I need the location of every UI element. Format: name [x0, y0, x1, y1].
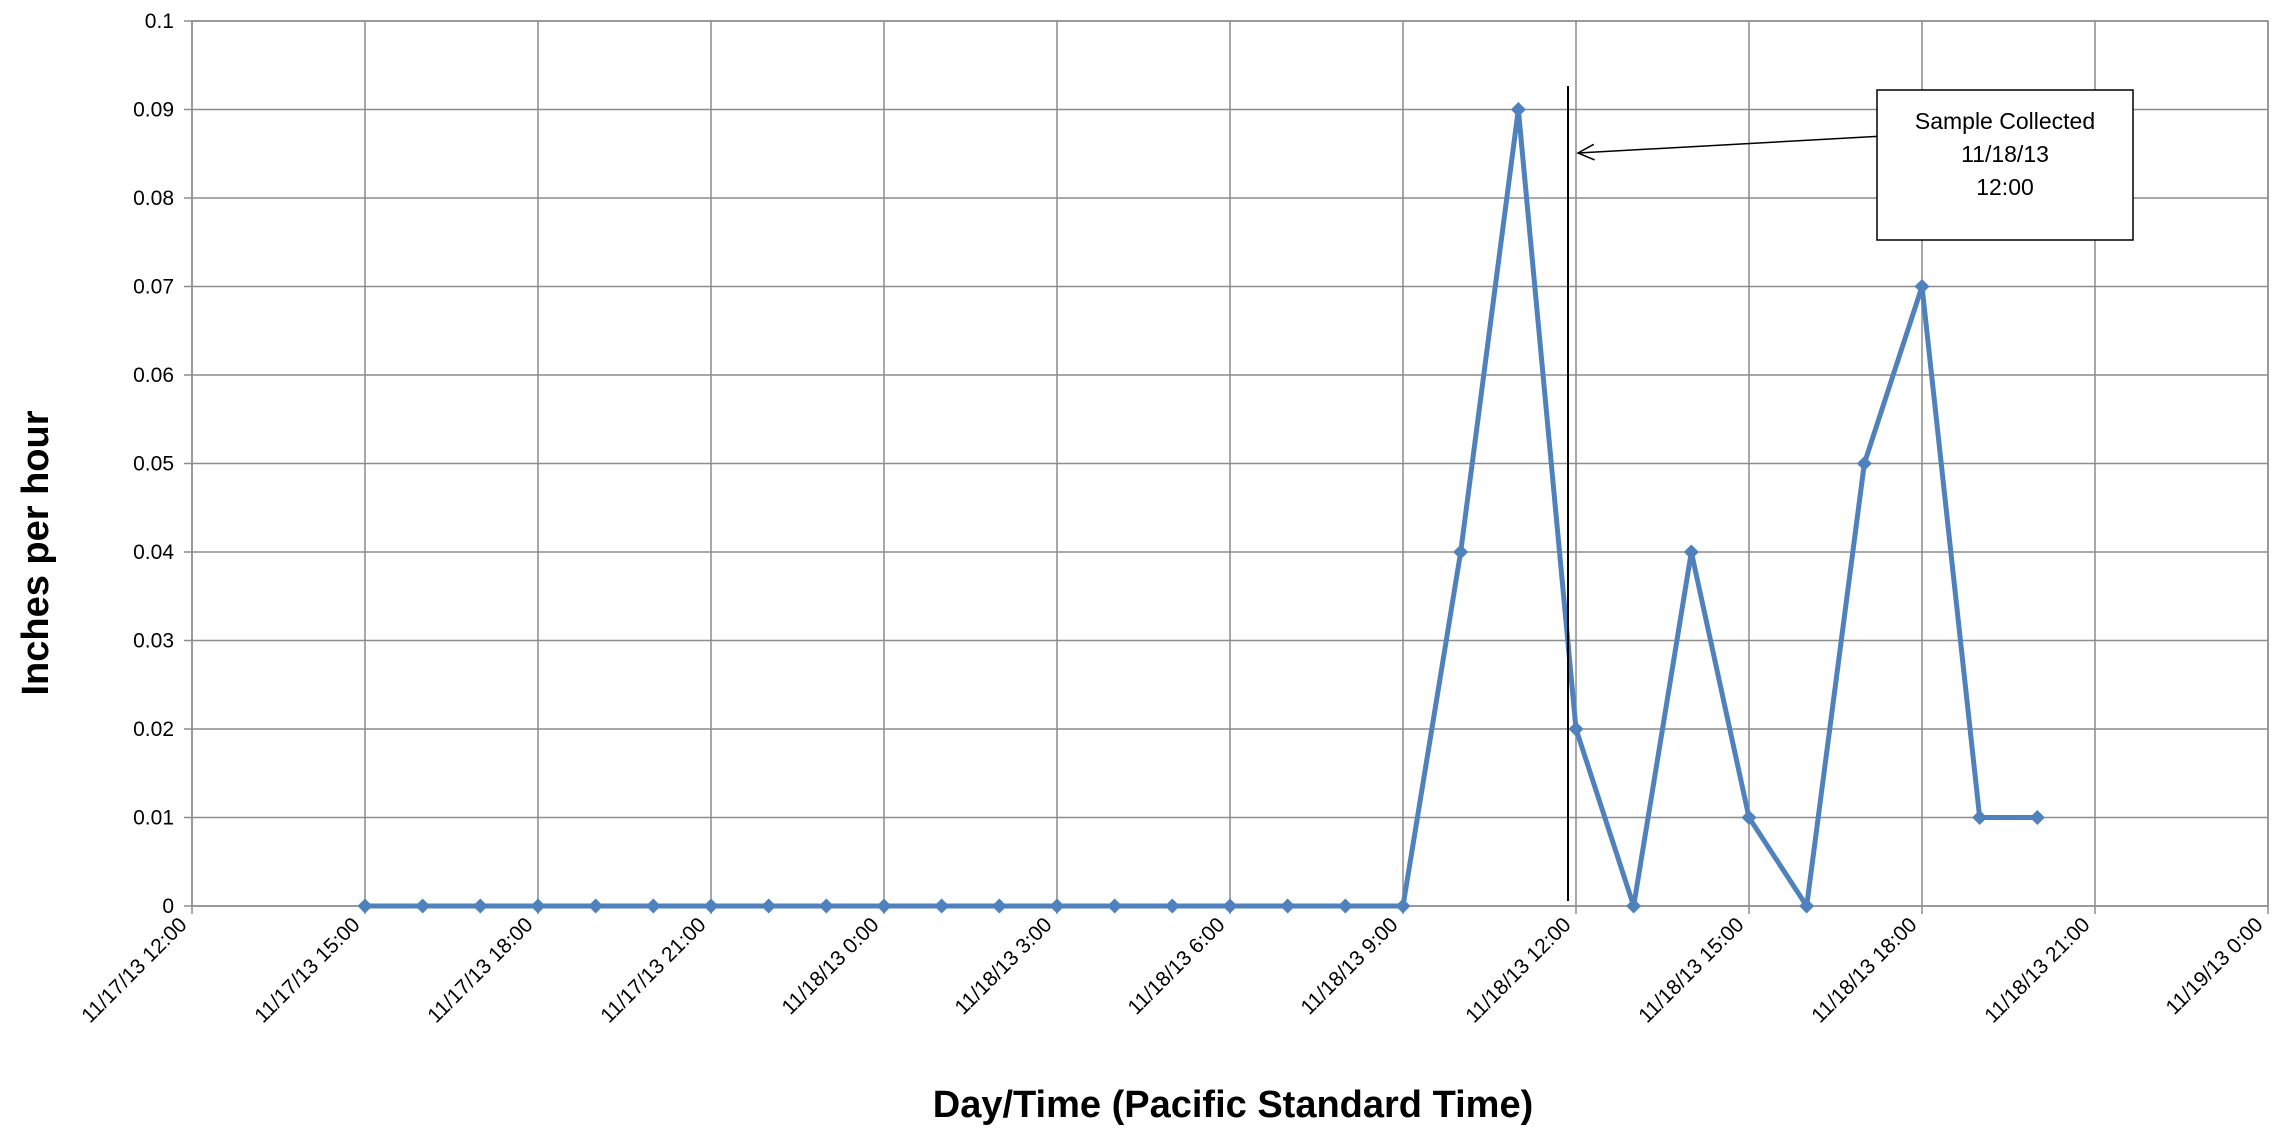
annotation-arrow-line — [1577, 135, 1885, 154]
y-tick-label: 0.02 — [133, 718, 174, 741]
data-point-marker — [1856, 456, 1872, 471]
data-point-marker — [1568, 721, 1584, 737]
data-point-marker — [818, 898, 834, 914]
data-point-marker — [1280, 898, 1296, 914]
data-point-marker — [588, 898, 604, 914]
y-axis-title: Inches per hour — [15, 410, 57, 695]
y-tick-label: 0.09 — [133, 99, 174, 122]
y-axis-tick-labels: 0 0.01 0.02 0.03 0.04 0.05 0.06 0.07 0.08 0.09 0.1 — [133, 10, 174, 918]
data-point-marker — [1337, 898, 1353, 914]
data-point-marker — [357, 898, 373, 914]
data-point-marker — [645, 898, 661, 914]
y-tick-label: 0 — [162, 895, 174, 918]
y-tick-label: 0.08 — [133, 187, 174, 210]
data-point-marker — [703, 898, 719, 914]
series-line — [365, 107, 2038, 909]
data-point-marker — [530, 898, 546, 914]
data-point-marker — [1049, 898, 1065, 914]
y-tick-label: 0.03 — [133, 630, 174, 653]
y-tick-label: 0.01 — [133, 807, 174, 830]
data-point-marker — [1453, 544, 1469, 560]
data-point-marker — [991, 898, 1007, 914]
annotation-group: Sample Collected 11/18/13 12:00 — [1567, 86, 2134, 901]
annotation-box — [1876, 89, 2134, 241]
annotation-text-line: Sample Collected — [1915, 108, 2095, 134]
data-point-marker — [1222, 898, 1238, 914]
data-point-marker — [761, 898, 777, 914]
x-axis-title: Day/Time (Pacific Standard Time) — [933, 1084, 1533, 1126]
data-point-marker — [1107, 898, 1123, 914]
annotation-text-line: 11/18/13 — [1961, 141, 2049, 167]
data-point-marker — [472, 898, 488, 914]
data-point-marker — [415, 898, 431, 914]
data-point-marker — [1914, 279, 1930, 294]
data-point-marker — [1395, 898, 1411, 914]
series-group — [357, 102, 2045, 914]
data-point-marker — [1626, 898, 1642, 914]
data-point-marker — [1741, 810, 1757, 825]
y-tick-label: 0.1 — [145, 10, 174, 33]
data-point-marker — [1683, 544, 1699, 560]
data-point-marker — [1972, 810, 1988, 825]
annotation-text-line: 12:00 — [1976, 174, 2034, 200]
y-tick-label: 0.06 — [133, 364, 174, 387]
data-point-marker — [876, 898, 892, 914]
data-point-marker — [1164, 898, 1180, 914]
annotation-arrow-head — [1576, 143, 1595, 161]
y-tick-label: 0.05 — [133, 453, 174, 476]
data-point-marker — [1799, 898, 1815, 914]
data-point-marker — [1510, 102, 1526, 117]
y-tick-label: 0.04 — [133, 541, 174, 564]
data-point-marker — [2029, 810, 2045, 825]
y-tick-label: 0.07 — [133, 276, 174, 299]
data-point-marker — [934, 898, 950, 914]
